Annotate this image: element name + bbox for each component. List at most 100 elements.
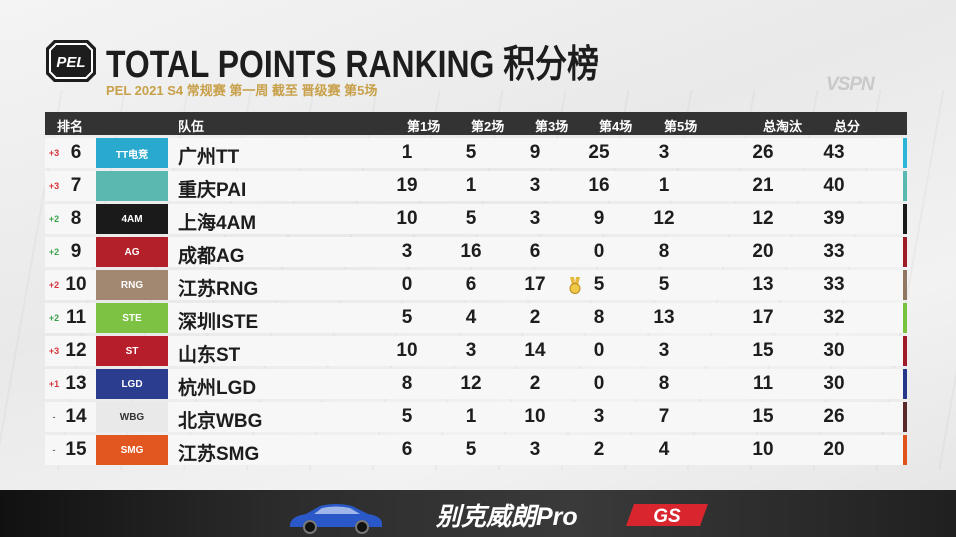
score-kills: 26: [752, 142, 774, 163]
chicken-dinner-medal-icon: [569, 277, 581, 294]
rank-change: +3: [48, 181, 60, 191]
team-color-stripe: [903, 369, 907, 399]
team-color-stripe: [903, 138, 907, 168]
score-m2: 3: [465, 340, 477, 361]
team-color-stripe: [903, 402, 907, 432]
table-header: 排名 队伍 第1场 第2场 第3场 第4场 第5场 总淘汰 总分: [45, 112, 907, 135]
score-kills: 21: [752, 175, 774, 196]
team-name: 江苏RNG: [178, 279, 259, 300]
col-match-1: 第1场: [407, 119, 441, 134]
team-color-stripe: [903, 171, 907, 201]
team-color-stripe: [903, 435, 907, 465]
team-logo: TT电竞: [96, 138, 168, 168]
gs-badge-icon: GS: [626, 504, 708, 527]
rank-number: 11: [65, 307, 87, 328]
score-m4: 2: [593, 439, 605, 460]
team-logo-text: WBG: [119, 411, 145, 423]
score-total: 30: [823, 373, 845, 394]
score-m1: 1: [401, 142, 413, 163]
team-name: 江苏SMG: [178, 444, 260, 465]
score-m3: 2: [529, 307, 541, 328]
score-m1: 8: [401, 373, 413, 394]
score-m1: 19: [396, 175, 418, 196]
rank-number: 8: [70, 208, 82, 229]
score-m5: 1: [658, 175, 670, 196]
team-name: 深圳ISTE: [178, 312, 259, 333]
rank-change: +3: [48, 346, 60, 356]
team-name: 重庆PAI: [178, 180, 247, 201]
ranking-table: 排名 队伍 第1场 第2场 第3场 第4场 第5场 总淘汰 总分 +3 6 TT电竞…: [45, 112, 907, 465]
table-row: -14 WBG 北京WBG 5 1 10 3 7 15 26: [45, 402, 907, 432]
col-rank: 排名: [57, 119, 84, 134]
score-m4: 0: [593, 373, 605, 394]
score-total: 20: [823, 439, 845, 460]
team-logo-text: SMG: [120, 444, 144, 456]
team-logo-text: AG: [124, 246, 140, 258]
score-m3: 3: [529, 175, 541, 196]
score-m1: 5: [401, 307, 413, 328]
team-color-stripe: [903, 303, 907, 333]
team-logo: WBG: [96, 402, 168, 432]
score-m2: 5: [465, 439, 477, 460]
table-row: +1 13 LGD 杭州LGD 8 12 2 0 8 11 30: [45, 369, 907, 399]
table-row: +3 6 TT电竞 广州TT 1 5 9 25 3 26 43: [45, 138, 907, 168]
score-m2: 12: [460, 373, 482, 394]
pel-logo-icon: PEL: [46, 40, 96, 82]
score-m2: 5: [465, 208, 477, 229]
rank-change: +3: [48, 148, 60, 158]
score-m4: 16: [588, 175, 610, 196]
team-color-stripe: [903, 336, 907, 366]
team-logo: STE: [96, 303, 168, 333]
rank-number: 10: [65, 274, 87, 295]
rank-change: +1: [48, 379, 60, 389]
rank-number: 6: [70, 142, 82, 163]
team-color-stripe: [903, 270, 907, 300]
table-row: +2 8 4AM 上海4AM 10 5 3 9 12 12 39: [45, 204, 907, 234]
score-kills: 13: [752, 274, 774, 295]
score-m5: 8: [658, 373, 670, 394]
svg-text:PEL: PEL: [56, 54, 85, 71]
score-m1: 10: [396, 208, 418, 229]
score-m5: 12: [653, 208, 675, 229]
score-m4: 0: [593, 340, 605, 361]
table-row: +2 10 RNG 江苏RNG 0 6 17 5 5 13 33: [45, 270, 907, 300]
score-m3: 6: [529, 241, 541, 262]
score-m2: 1: [465, 406, 477, 427]
score-total: 30: [823, 340, 845, 361]
score-m4: 0: [593, 241, 605, 262]
score-m1: 10: [396, 340, 418, 361]
score-m2: 16: [460, 241, 482, 262]
score-kills: 12: [752, 208, 774, 229]
table-row: +3 7 重庆PAI 19 1 3 16 1 21 40: [45, 171, 907, 201]
team-logo: ST: [96, 336, 168, 366]
col-match-2: 第2场: [471, 119, 505, 134]
team-logo-text: 4AM: [121, 213, 143, 225]
rank-change: -: [52, 445, 56, 455]
score-m2: 4: [465, 307, 477, 328]
score-m1: 0: [401, 274, 413, 295]
score-m3: 14: [524, 340, 546, 361]
score-m2: 6: [465, 274, 477, 295]
vspn-watermark: VSPN: [826, 74, 875, 95]
sponsor-text: 别克威朗Pro: [436, 503, 578, 531]
team-name: 上海4AM: [178, 213, 257, 234]
score-total: 26: [823, 406, 845, 427]
team-name: 杭州LGD: [178, 378, 257, 399]
table-row: -15 SMG 江苏SMG 6 5 3 2 4 10 20: [45, 435, 907, 465]
score-m3: 2: [529, 373, 541, 394]
score-total: 43: [823, 142, 845, 163]
svg-text:GS: GS: [653, 506, 681, 527]
score-m5: 13: [653, 307, 675, 328]
rank-change: -: [52, 412, 56, 422]
team-logo: [96, 171, 168, 201]
score-total: 40: [823, 175, 845, 196]
score-m4: 8: [593, 307, 605, 328]
score-m3: 3: [529, 208, 541, 229]
rank-number: 14: [65, 406, 87, 427]
table-row: +2 9 AG 成都AG 3 16 6 0 8 20 33: [45, 237, 907, 267]
col-total-kills: 总淘汰: [763, 119, 803, 134]
score-m2: 1: [465, 175, 477, 196]
team-logo: 4AM: [96, 204, 168, 234]
col-match-4: 第4场: [599, 119, 633, 134]
team-name: 北京WBG: [178, 411, 263, 432]
